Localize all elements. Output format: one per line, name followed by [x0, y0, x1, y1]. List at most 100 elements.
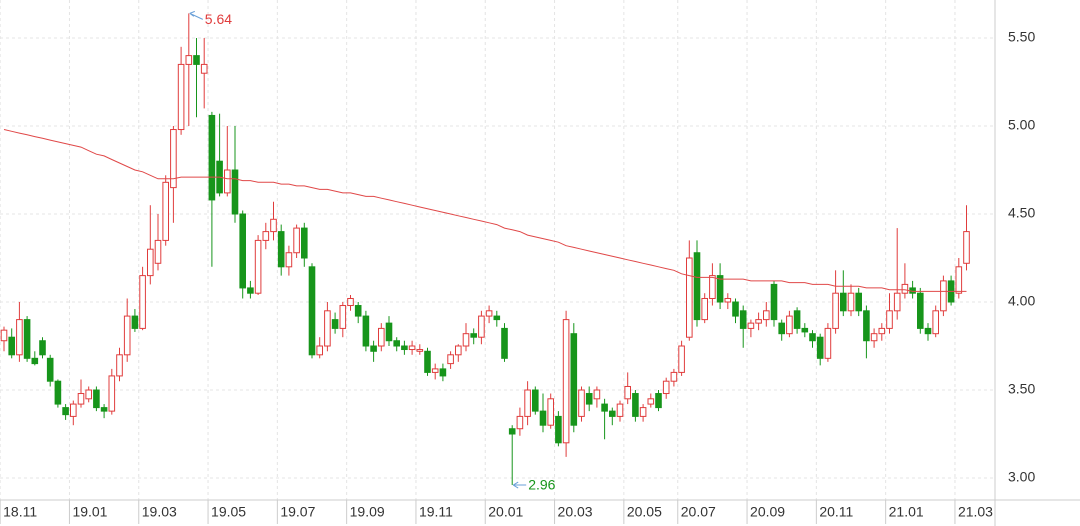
candle-body [16, 319, 23, 356]
candle-body [840, 292, 847, 312]
x-tick-label: 19.11 [419, 504, 453, 520]
candle-body [655, 393, 662, 409]
candle-body [108, 375, 116, 412]
candle-body [624, 385, 632, 400]
x-tick-label: 20.11 [819, 504, 853, 520]
candle-body [285, 252, 293, 268]
candle-body [855, 292, 863, 312]
candle-body [354, 305, 362, 317]
candle-body [593, 389, 601, 400]
candle-body [701, 297, 709, 321]
candle-body [185, 55, 193, 65]
candle-body [578, 389, 585, 417]
candle-body [31, 357, 39, 365]
candle-body [763, 310, 770, 321]
x-tick-label: 19.03 [142, 504, 177, 520]
candle-body [878, 327, 886, 335]
candle-body [747, 322, 755, 329]
candle-body [585, 393, 593, 405]
candle-body [339, 305, 347, 329]
candle-body [693, 252, 701, 321]
candle-body [639, 407, 647, 417]
candle-body [70, 403, 77, 417]
candle-body [932, 310, 940, 335]
candle-body [316, 345, 323, 356]
candle-body [378, 327, 385, 347]
candle-body [262, 231, 270, 241]
candle-body [786, 315, 793, 335]
candle-body [562, 319, 570, 444]
candle-body [539, 410, 547, 426]
candle-body [200, 63, 208, 74]
candle-body [555, 415, 562, 444]
candle-body [955, 266, 963, 294]
candle-body [39, 340, 46, 356]
max-label: 5.64 [205, 11, 232, 27]
candle-body [23, 319, 31, 359]
candle-body [570, 333, 578, 426]
candle-body [724, 297, 732, 303]
candle-body [177, 63, 185, 131]
candle-body [385, 322, 393, 342]
candle-body [893, 292, 901, 312]
candle-body [670, 371, 678, 382]
candle-body [85, 389, 93, 400]
candle-body [239, 213, 246, 289]
candle-body [100, 407, 108, 412]
x-tick-label: 20.09 [750, 504, 785, 520]
candle-body [370, 345, 377, 352]
candle-body [501, 327, 508, 359]
candle-body [632, 393, 639, 417]
candle-body [401, 345, 408, 351]
candle-body [147, 248, 154, 277]
x-tick-label: 19.07 [280, 504, 315, 520]
candle-body [832, 292, 839, 329]
candle-body [532, 389, 539, 412]
candle-body [917, 292, 924, 329]
candle-body [886, 310, 893, 329]
candle-body [254, 239, 262, 294]
min-label: 2.96 [528, 477, 555, 493]
candle-body [816, 336, 824, 359]
candle-body [447, 354, 454, 365]
candle-body [8, 336, 15, 356]
candle-body [416, 349, 424, 352]
candle-body [824, 327, 832, 359]
candle-body [301, 227, 308, 259]
candle-body [455, 345, 462, 356]
y-tick-label: 5.50 [1008, 29, 1035, 45]
candle-body [755, 319, 762, 324]
candle-body [139, 275, 146, 329]
candle-body [331, 319, 339, 329]
candle-body [431, 368, 439, 373]
min-arrow [512, 481, 527, 489]
max-arrow [189, 10, 204, 20]
candle-body [247, 287, 254, 294]
y-tick-label: 4.50 [1008, 205, 1035, 221]
candle-body [963, 231, 970, 264]
candle-body [686, 257, 693, 338]
candle-body [54, 380, 62, 405]
candle-body [293, 227, 300, 254]
candle-body [662, 380, 670, 395]
x-tick-label: 21.01 [889, 504, 924, 520]
candle-body [170, 129, 177, 189]
candle-body [62, 407, 69, 416]
candle-body [678, 345, 685, 373]
x-tick-label: 20.01 [488, 504, 523, 520]
candle-body [601, 403, 608, 412]
candle-body [470, 333, 477, 338]
candle-body [516, 415, 524, 430]
x-tick-label: 19.09 [350, 504, 385, 520]
candle-body [362, 315, 370, 347]
y-tick-label: 3.00 [1008, 469, 1035, 485]
candle-body [801, 327, 809, 333]
candle-body [870, 333, 878, 342]
candle-body [154, 239, 162, 264]
candle-body [408, 345, 416, 351]
candle-body [424, 350, 431, 373]
y-tick-label: 4.00 [1008, 293, 1035, 309]
candle-body [508, 428, 516, 435]
candle-body [770, 283, 778, 321]
